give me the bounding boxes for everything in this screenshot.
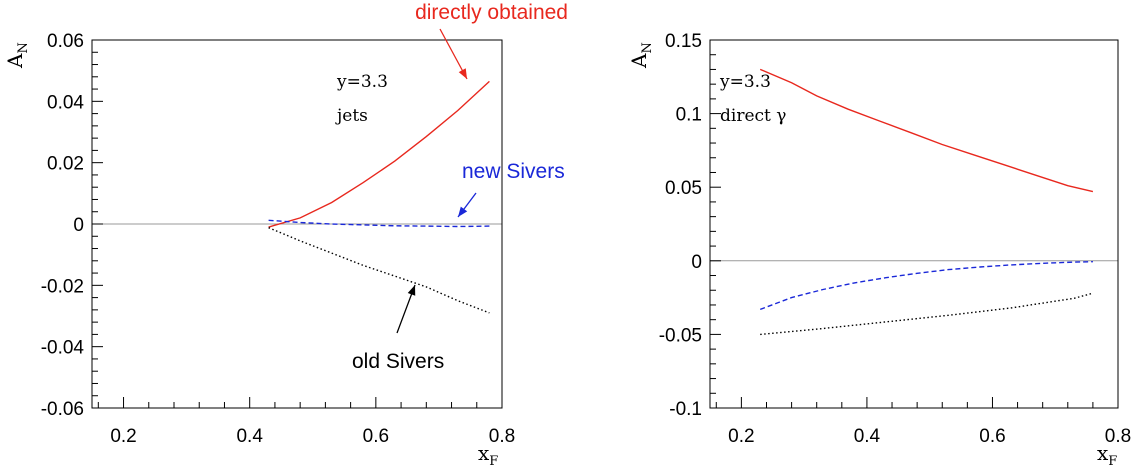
y-tick-label: -0.06 <box>41 399 84 420</box>
inset-label: y=3.3 <box>336 72 388 92</box>
annotation-label: new Sivers <box>462 160 565 183</box>
x-tick-label: 0.2 <box>110 426 136 447</box>
inset-label: direct γ <box>720 106 786 126</box>
y-tick-label: 0 <box>73 215 84 236</box>
left-chart-panel: -0.06 -0.04 -0.02 0 0.02 0.04 0.06 0.2 0.4 0.6 0.8… <box>3 1 568 469</box>
x-axis-label-subscript: F <box>489 454 498 469</box>
y-axis-label-subscript: N <box>640 42 655 53</box>
series-line-dashed <box>268 219 490 228</box>
series-line-solid <box>268 80 490 228</box>
plot-frame <box>91 39 503 409</box>
annotation-arrow-head <box>407 285 416 296</box>
x-tick-label: 0.8 <box>489 426 515 447</box>
y-tick-label: 0.05 <box>665 178 702 199</box>
y-tick-label: -0.02 <box>41 276 84 297</box>
x-tick-label: 0.4 <box>854 426 881 447</box>
annotation-label: old Sivers <box>352 350 444 373</box>
y-tick-label: 0.1 <box>676 105 702 126</box>
inset-label: jets <box>335 106 368 126</box>
plot-frame <box>709 39 1119 409</box>
x-tick-label: 0.8 <box>1105 426 1131 447</box>
x-tick-label: 0.4 <box>236 426 263 447</box>
y-tick-label: -0.05 <box>659 325 702 346</box>
x-axis-label-subscript: F <box>1108 454 1117 469</box>
series-line-solid <box>759 68 1094 193</box>
annotation-arrow-head <box>458 68 467 79</box>
series-line-dotted <box>760 292 1094 336</box>
annotation-arrow-head <box>458 206 468 217</box>
y-tick-label: 0.04 <box>47 92 84 113</box>
x-tick-label: 0.2 <box>728 426 754 447</box>
y-tick-label: 0 <box>691 252 702 273</box>
y-tick-label: -0.1 <box>669 399 702 420</box>
inset-label: y=3.3 <box>719 72 771 92</box>
y-axis-label: AN <box>3 42 31 69</box>
x-tick-label: 0.6 <box>363 426 389 447</box>
y-axis-label: AN <box>627 42 655 69</box>
y-tick-label: 0.06 <box>47 31 84 52</box>
annotation-label: directly obtained <box>415 1 568 24</box>
series-line-dashed <box>759 261 1093 311</box>
x-tick-label: 0.6 <box>979 426 1005 447</box>
y-tick-label: 0.02 <box>47 154 84 175</box>
y-axis-label-subscript: N <box>16 42 31 53</box>
series-line-dotted <box>268 227 490 314</box>
y-tick-label: 0.15 <box>665 31 702 52</box>
y-tick-label: -0.04 <box>41 338 85 359</box>
